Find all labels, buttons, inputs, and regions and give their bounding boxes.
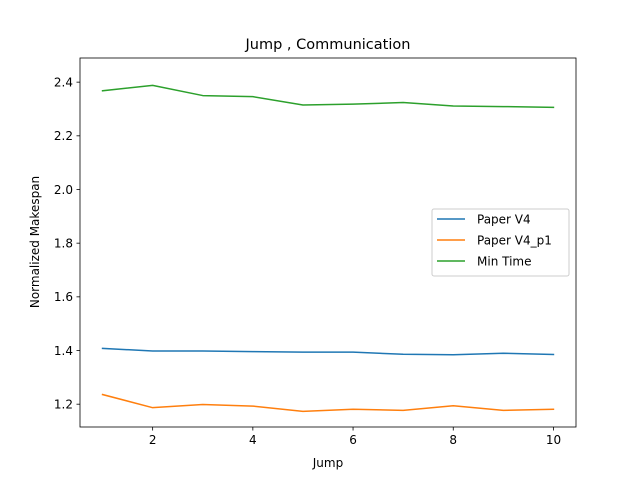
y-tick-label: 1.6 — [54, 290, 73, 304]
legend-label-0: Paper V4 — [477, 212, 531, 226]
x-tick-label: 8 — [449, 433, 457, 447]
y-tick-label: 1.4 — [54, 344, 73, 358]
x-tick-label: 6 — [349, 433, 357, 447]
legend-label-2: Min Time — [477, 254, 531, 268]
y-tick-label: 2.2 — [54, 129, 73, 143]
y-tick-label: 2.0 — [54, 183, 73, 197]
y-tick-label: 1.8 — [54, 236, 73, 250]
y-axis-label: Normalized Makespan — [28, 176, 42, 308]
legend-box — [431, 208, 570, 277]
y-tick-label: 2.4 — [54, 75, 73, 89]
plot-lines — [101, 84, 555, 413]
chart-title: Jump , Communication — [245, 37, 411, 53]
x-tick-label: 4 — [249, 433, 257, 447]
x-axis-ticks: 2 4 6 8 10 — [149, 427, 561, 447]
plot-frame — [79, 57, 577, 428]
series-line-1 — [101, 393, 555, 413]
x-tick-label: 10 — [546, 433, 561, 447]
y-tick-label: 1.2 — [54, 397, 73, 411]
legend: Paper V4 Paper V4_p1 Min Time — [431, 208, 570, 277]
legend-label-1: Paper V4_p1 — [477, 233, 552, 247]
y-axis-ticks: 1.2 1.4 1.6 1.8 2.0 2.2 2.4 — [54, 75, 80, 411]
x-axis-label: Jump — [312, 456, 343, 470]
series-line-2 — [101, 84, 555, 109]
series-line-0 — [101, 347, 555, 356]
x-tick-label: 2 — [149, 433, 157, 447]
